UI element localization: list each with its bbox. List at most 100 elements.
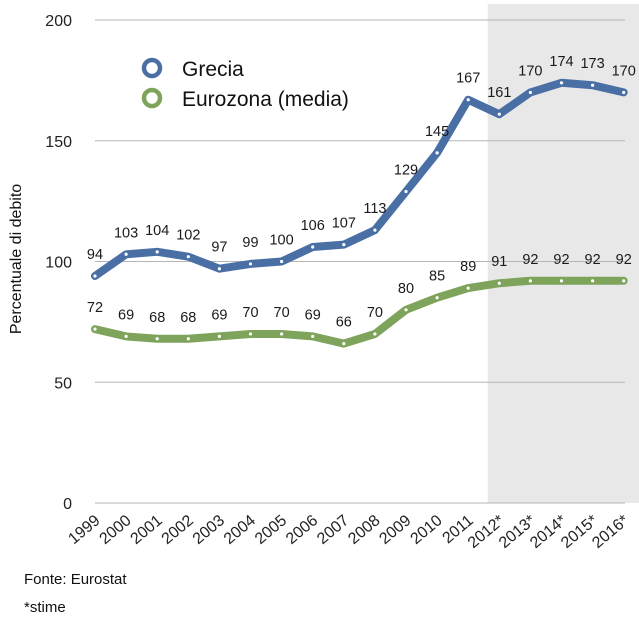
data-point	[497, 281, 501, 285]
data-point	[280, 332, 284, 336]
data-point	[404, 308, 408, 312]
y-tick-label: 200	[45, 13, 72, 30]
data-point	[280, 259, 284, 264]
legend-marker	[141, 87, 163, 109]
data-label: 161	[487, 85, 511, 101]
legend-label: Grecia	[182, 58, 244, 81]
data-label: 69	[211, 307, 227, 323]
data-label: 170	[518, 63, 542, 79]
y-tick-label: 50	[54, 375, 72, 392]
data-label: 145	[425, 124, 449, 140]
data-label: 174	[549, 54, 573, 70]
data-label: 70	[242, 305, 258, 321]
data-label: 129	[394, 162, 418, 178]
data-label: 107	[332, 216, 356, 232]
data-label: 69	[305, 307, 321, 323]
data-label: 92	[616, 252, 632, 268]
legend-marker	[141, 57, 163, 79]
data-label: 94	[87, 247, 103, 263]
source-note: Fonte: Eurostat	[24, 571, 127, 588]
estimates-note: *stime	[24, 599, 66, 616]
data-label: 104	[145, 223, 169, 239]
y-tick-label: 150	[45, 134, 72, 151]
data-point	[124, 334, 128, 338]
data-point	[248, 332, 253, 336]
data-point	[466, 286, 470, 290]
data-point	[435, 151, 439, 155]
data-point	[155, 250, 159, 254]
data-label: 167	[456, 71, 480, 87]
data-point	[435, 296, 439, 300]
data-point	[404, 189, 408, 194]
data-label: 85	[429, 269, 445, 285]
x-tick-label: 2004	[221, 512, 259, 548]
data-point	[373, 332, 377, 336]
grid	[95, 19, 625, 504]
y-axis-label: Percentuale di debito	[8, 184, 25, 334]
data-label: 72	[87, 300, 103, 316]
x-tick-label: 2006	[283, 512, 321, 548]
data-label: 170	[612, 63, 636, 79]
data-point	[591, 279, 595, 283]
data-label: 173	[580, 56, 604, 72]
data-point	[373, 228, 377, 232]
data-point	[622, 90, 626, 95]
data-label: 69	[118, 307, 134, 323]
data-label: 70	[274, 305, 290, 321]
legend-label: Eurozona (media)	[182, 88, 349, 111]
series-points	[93, 81, 626, 346]
data-point	[497, 112, 501, 116]
x-tick-label: 2010	[407, 512, 445, 548]
data-point	[186, 255, 190, 259]
data-label: 106	[301, 218, 325, 234]
data-point	[186, 337, 190, 341]
x-tick-label: 2008	[345, 512, 383, 548]
data-label: 92	[585, 252, 601, 268]
data-point	[93, 327, 97, 331]
x-tick-label: 2009	[376, 512, 414, 548]
data-point	[559, 279, 564, 283]
x-tick-label: 2016*	[589, 512, 632, 552]
data-label: 68	[180, 310, 196, 326]
x-tick-label: 2003	[190, 512, 228, 548]
y-tick-label: 0	[63, 496, 72, 513]
data-point	[528, 90, 533, 95]
data-point	[124, 252, 128, 256]
data-label: 70	[367, 305, 383, 321]
x-tick-label: 2002	[159, 512, 197, 548]
data-labels: 94 103 104 102 97 99 100 106 107 113 129 145 167 161 1…	[87, 54, 636, 331]
data-label: 92	[522, 252, 538, 268]
y-tick-label: 100	[45, 255, 72, 272]
data-point	[342, 342, 346, 346]
data-point	[622, 279, 626, 283]
x-axis-ticks: 1999200020012002200320042005200620072008…	[65, 512, 632, 552]
series-line-1	[91, 276, 628, 348]
series-lines	[91, 78, 628, 348]
data-point	[155, 337, 159, 341]
data-point	[342, 242, 346, 247]
data-point	[217, 267, 221, 271]
data-point	[591, 83, 595, 87]
legend: Grecia Eurozona (media)	[141, 57, 349, 111]
data-point	[311, 245, 315, 249]
data-label: 102	[176, 228, 200, 244]
data-label: 92	[553, 252, 569, 268]
x-tick-label: 2001	[128, 512, 166, 548]
data-label: 80	[398, 281, 414, 297]
y-axis-ticks: 0 50 100 150 200	[45, 13, 72, 513]
x-tick-label: 2007	[314, 512, 352, 548]
data-point	[466, 98, 470, 102]
data-label: 89	[460, 259, 476, 275]
data-point	[311, 334, 315, 338]
data-label: 99	[242, 235, 258, 251]
x-tick-label: 1999	[65, 512, 103, 548]
data-point	[248, 262, 253, 266]
data-point	[217, 334, 221, 338]
data-label: 66	[336, 315, 352, 331]
data-point	[559, 81, 564, 85]
data-label: 113	[363, 201, 386, 217]
data-label: 91	[491, 254, 507, 270]
data-point	[93, 274, 97, 278]
data-label: 68	[149, 310, 165, 326]
